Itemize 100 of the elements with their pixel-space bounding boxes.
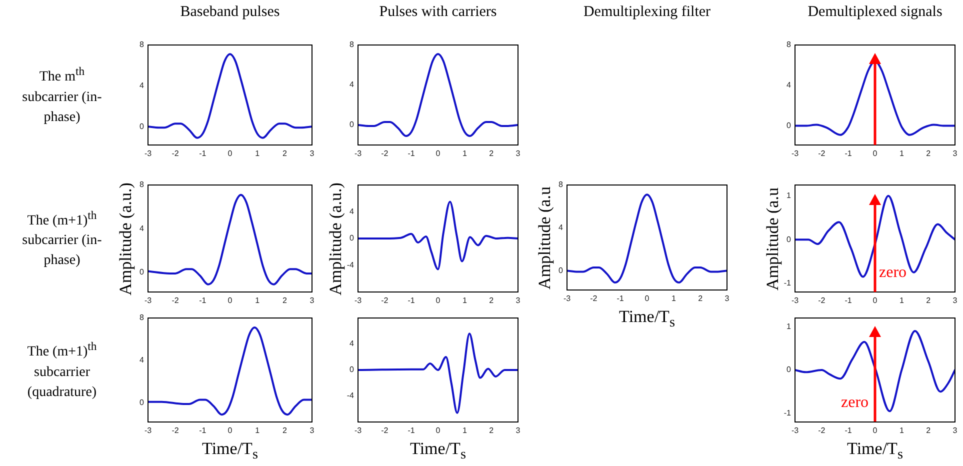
x-tick-label: 0 xyxy=(872,426,878,436)
x-tick-label: 3 xyxy=(516,296,521,306)
y-tick-label: 0 xyxy=(350,234,355,243)
y-tick-label: 8 xyxy=(786,40,792,50)
y-tick-label: 8 xyxy=(140,40,145,50)
x-tick-label: 2 xyxy=(926,296,932,306)
x-tick-label: -3 xyxy=(791,296,800,306)
x-tick-label: 2 xyxy=(282,426,288,436)
x-tick-label: -2 xyxy=(172,426,180,436)
x-tick-label: 2 xyxy=(926,149,932,158)
x-tick-label: 2 xyxy=(698,294,704,304)
x-tick-label: -2 xyxy=(381,426,389,436)
line-series xyxy=(148,53,312,139)
x-tick-label: 2 xyxy=(926,426,932,436)
y-axis-title: Amplitude (a.u.) xyxy=(325,181,346,298)
x-tick-label: -3 xyxy=(144,296,152,306)
x-tick-label: 3 xyxy=(952,296,958,306)
ref-line-label: zero xyxy=(879,264,907,282)
x-tick-label: -3 xyxy=(354,426,362,436)
x-tick-label: 1 xyxy=(255,149,260,158)
x-tick-label: 3 xyxy=(516,149,521,158)
x-tick-label: 1 xyxy=(255,296,260,306)
y-axis-title: Amplitude (a.u xyxy=(534,185,555,292)
x-tick-label: 3 xyxy=(310,426,315,436)
x-tick-label: 1 xyxy=(899,296,904,306)
x-tick-label: -2 xyxy=(818,149,826,158)
x-tick-label: 3 xyxy=(952,149,958,158)
y-tick-label: -1 xyxy=(784,408,792,418)
x-tick-label: -1 xyxy=(199,426,207,436)
x-axis-title: Time/T$_{s}$ xyxy=(618,307,676,332)
x-tick-label: -2 xyxy=(590,294,598,304)
x-tick-label: -3 xyxy=(354,296,362,306)
x-tick-label: -2 xyxy=(172,149,180,158)
x-tick-label: -3 xyxy=(563,294,572,304)
y-tick-label: 4 xyxy=(350,80,355,90)
ref-line-label: zero xyxy=(841,394,869,412)
x-tick-label: -2 xyxy=(172,296,180,306)
x-tick-label: -2 xyxy=(381,296,389,306)
x-tick-label: -1 xyxy=(408,426,416,436)
x-tick-label: -1 xyxy=(408,296,416,306)
x-tick-label: 2 xyxy=(282,296,288,306)
y-tick-label: 4 xyxy=(350,206,355,216)
y-tick-label: -4 xyxy=(346,260,355,270)
x-tick-label: -3 xyxy=(791,426,800,436)
text: The m$^{th}$ subcarrier (in-phase) xyxy=(21,64,103,127)
y-tick-label: 0 xyxy=(140,398,145,408)
x-tick-label: -1 xyxy=(616,294,624,304)
chart-title: Baseband pulses xyxy=(179,4,281,21)
line-series xyxy=(148,326,312,416)
y-tick-label: 1 xyxy=(786,322,792,331)
x-tick-label: 0 xyxy=(872,149,878,158)
x-tick-label: 1 xyxy=(462,296,468,306)
x-tick-label: 0 xyxy=(436,426,441,436)
x-tick-label: 0 xyxy=(228,426,233,436)
x-tick-label: -1 xyxy=(844,426,852,436)
x-tick-label: 3 xyxy=(724,294,730,304)
line-series xyxy=(148,194,312,286)
chart-title: Demultiplexing filter xyxy=(582,4,712,21)
x-tick-label: -3 xyxy=(144,149,152,158)
line-series xyxy=(358,332,518,414)
line-series xyxy=(795,330,955,412)
x-tick-label: 3 xyxy=(516,426,521,436)
x-tick-label: 1 xyxy=(671,294,676,304)
x-tick-label: -3 xyxy=(354,149,362,158)
x-tick-label: -2 xyxy=(818,426,826,436)
x-tick-label: 3 xyxy=(952,426,958,436)
y-tick-label: 0 xyxy=(558,266,564,275)
x-tick-label: -3 xyxy=(144,426,152,436)
y-tick-label: 0 xyxy=(350,120,355,130)
y-axis-title: Amplitude (a.u.) xyxy=(115,181,136,298)
x-tick-label: -3 xyxy=(791,149,800,158)
y-tick-label: 4 xyxy=(558,223,564,232)
line-series xyxy=(358,200,518,270)
line-series xyxy=(358,53,518,137)
y-tick-label: 0 xyxy=(786,234,792,244)
y-tick-label: 0 xyxy=(140,122,145,131)
y-tick-label: 0 xyxy=(786,365,792,374)
y-tick-label: 4 xyxy=(350,339,355,348)
y-tick-label: 1 xyxy=(786,191,792,200)
x-tick-label: 1 xyxy=(899,149,904,158)
line-series xyxy=(567,194,727,284)
y-tick-label: 0 xyxy=(140,268,145,277)
x-tick-label: -2 xyxy=(381,149,389,158)
y-tick-label: 8 xyxy=(558,180,564,190)
y-tick-label: 8 xyxy=(350,40,355,50)
x-tick-label: -1 xyxy=(199,296,207,306)
x-tick-label: -1 xyxy=(844,296,852,306)
x-tick-label: 2 xyxy=(282,149,288,158)
x-tick-label: 1 xyxy=(462,426,468,436)
x-axis-title: Time/T$_{s}$ xyxy=(201,439,259,464)
x-tick-label: 0 xyxy=(228,296,233,306)
x-tick-label: 0 xyxy=(228,149,233,158)
x-tick-label: 2 xyxy=(489,296,494,306)
x-tick-label: 1 xyxy=(899,426,904,436)
chart-title: Demultiplexed signals xyxy=(806,4,944,21)
x-tick-label: 0 xyxy=(644,294,650,304)
text: The (m+1)$^{th}$ subcarrier (quadrature) xyxy=(26,339,98,402)
y-tick-label: 4 xyxy=(140,81,145,90)
y-axis-title: Amplitude (a.u xyxy=(762,186,783,292)
x-tick-label: 0 xyxy=(436,296,441,306)
